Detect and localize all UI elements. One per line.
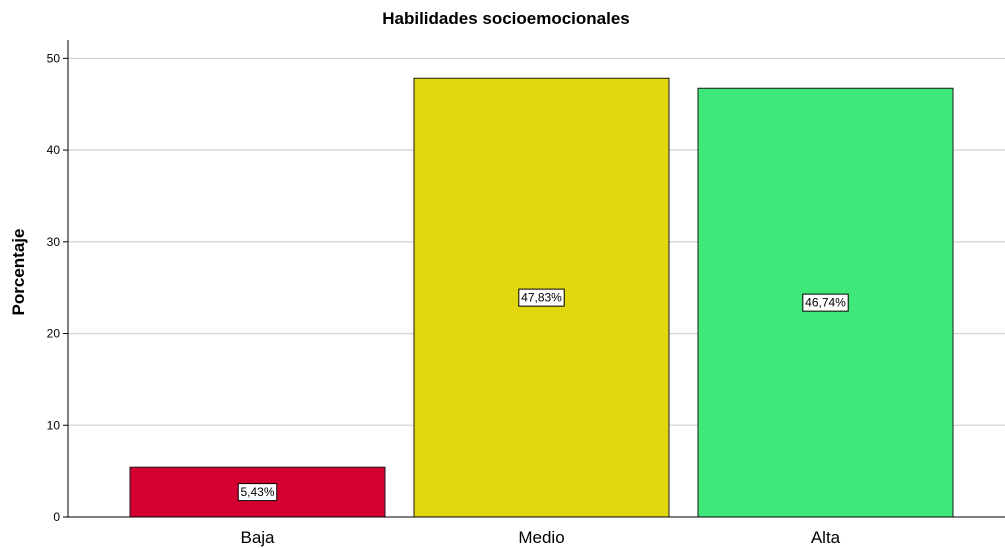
data-label: 5,43% (240, 485, 274, 499)
y-tick-label: 10 (47, 418, 61, 432)
x-tick-label: Medio (518, 528, 564, 547)
y-tick-labels: 0 10 20 30 40 50 (47, 51, 68, 524)
data-label-box (518, 288, 565, 307)
y-tick-label: 40 (47, 143, 61, 157)
data-label: 46,74% (805, 296, 846, 310)
data-label: 47,83% (521, 291, 562, 305)
x-tick-labels: Baja Medio Alta (240, 528, 840, 547)
y-tick-label: 30 (47, 235, 61, 249)
x-tick-label: Baja (240, 528, 275, 547)
bars (129, 77, 954, 518)
y-axis-label: Porcentaje (9, 229, 28, 316)
x-tick-label: Alta (811, 528, 841, 547)
data-labels: 5,43% 47,83% 46,74% (237, 288, 849, 502)
data-label-box (802, 293, 849, 312)
y-tick-label: 0 (53, 510, 60, 524)
y-tick-label: 20 (47, 327, 61, 341)
chart-title: Habilidades socioemocionales (382, 9, 630, 28)
y-tick-label: 50 (47, 51, 61, 65)
data-label-box (237, 483, 278, 502)
axes (67, 40, 1005, 518)
